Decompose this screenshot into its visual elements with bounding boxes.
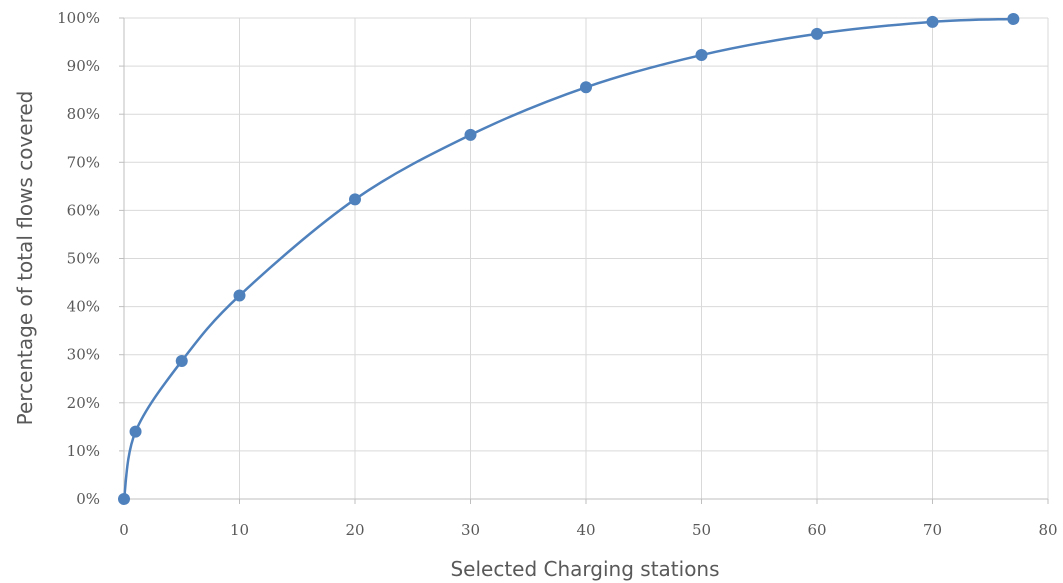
data-point: [349, 193, 361, 206]
y-tick-label: 0%: [76, 490, 100, 508]
x-tick-label: 40: [576, 521, 595, 539]
x-tick-label: 0: [119, 521, 129, 539]
y-tick-label: 40%: [67, 298, 100, 316]
y-tick-label: 10%: [67, 442, 100, 460]
x-axis-title: Selected Charging stations: [450, 557, 719, 581]
grid: [124, 17, 1049, 499]
data-point: [118, 493, 130, 505]
data-point: [926, 15, 939, 28]
x-tick-label: 10: [230, 521, 249, 539]
y-tick-label: 60%: [67, 201, 100, 219]
x-tick-label: 50: [692, 521, 711, 539]
data-point: [233, 289, 246, 302]
x-tick-label: 30: [461, 521, 480, 539]
data-point: [580, 81, 592, 94]
y-axis-title: Percentage of total flows covered: [13, 91, 37, 426]
data-point: [1007, 12, 1020, 25]
y-tick-label: 20%: [67, 394, 100, 412]
x-tick-label: 60: [807, 521, 826, 539]
data-point: [464, 128, 477, 141]
x-tick-label: 70: [923, 521, 942, 539]
y-tick-label: 50%: [67, 250, 100, 268]
y-tick-label: 90%: [67, 57, 100, 75]
x-tick-label: 80: [1038, 521, 1057, 539]
tick-labels: 0% 10% 20% 30% 40% 50% 60% 70% 80% 90% 100% 0 10 20 30…: [57, 9, 1057, 539]
y-tick-label: 30%: [67, 346, 100, 364]
axes: [119, 17, 1049, 504]
data-point: [175, 354, 188, 367]
y-tick-label: 70%: [67, 153, 100, 171]
y-tick-label: 100%: [57, 9, 100, 27]
data-point: [129, 425, 142, 438]
series-area: [118, 12, 1020, 505]
y-tick-label: 80%: [67, 105, 100, 123]
data-point: [695, 49, 708, 62]
data-point: [811, 27, 823, 40]
x-tick-label: 20: [345, 521, 364, 539]
